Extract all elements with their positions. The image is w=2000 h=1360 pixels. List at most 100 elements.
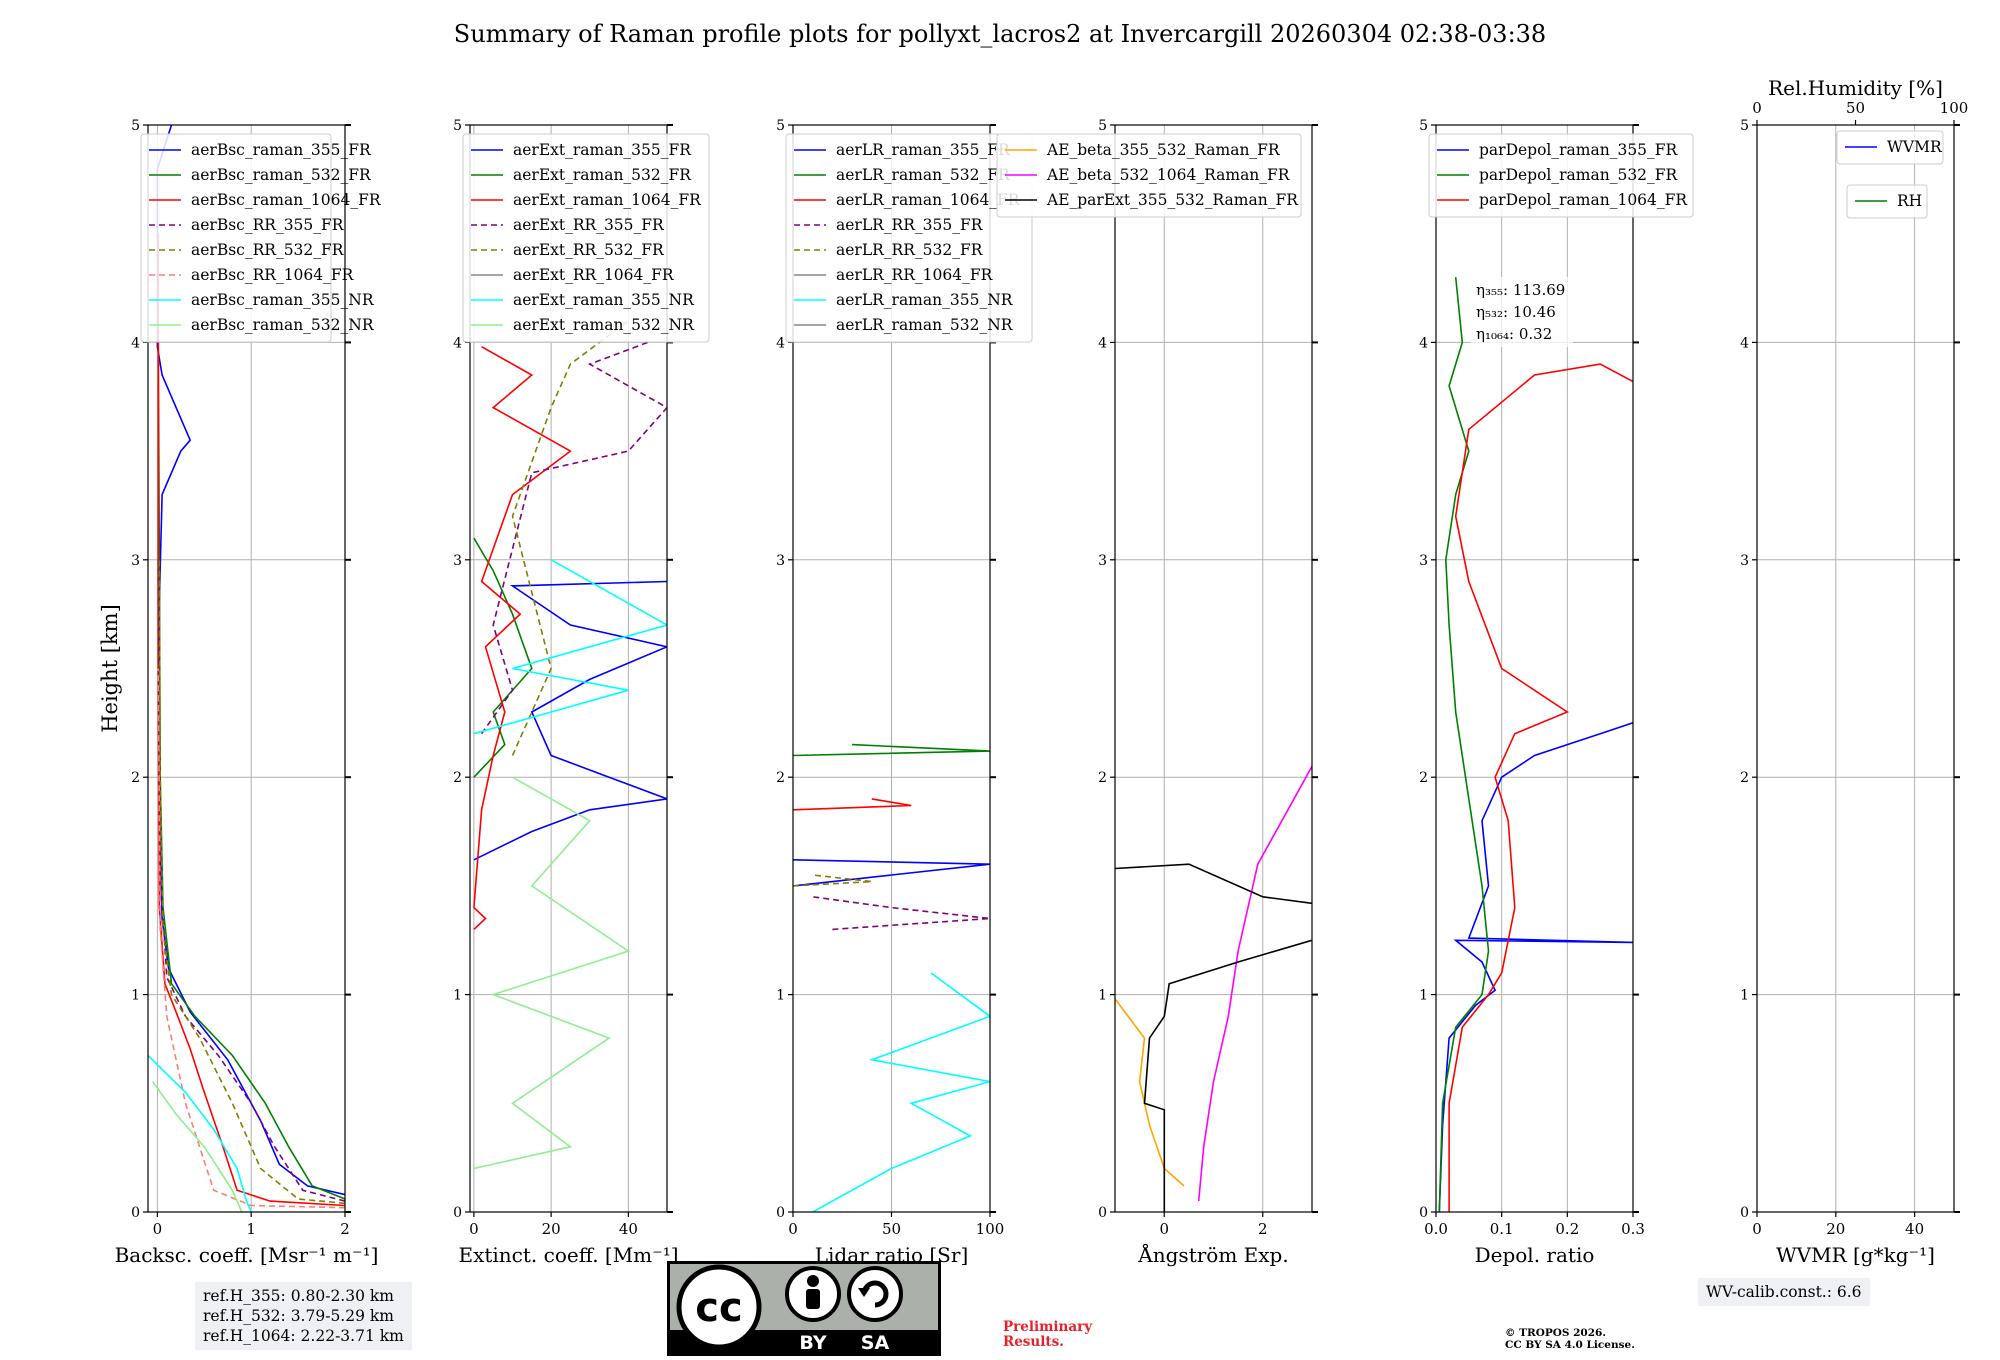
series-aerLR_raman_1064_FR (793, 798, 912, 811)
series-parDepol_raman_1064_FR (1448, 363, 1633, 1212)
x-tick-label: 50 (882, 1220, 901, 1238)
series-group-depol (1438, 277, 1633, 1212)
reference-heights-box: ref.H_355: 0.80-2.30 km ref.H_532: 3.79-… (195, 1282, 412, 1350)
y-tick-label: 2 (453, 770, 462, 786)
legend-label: aerExt_raman_1064_FR (513, 191, 702, 209)
y-tick-label: 1 (453, 988, 462, 1004)
series-aerExt_RR_532_FR (511, 320, 629, 756)
x-tick-label: 20 (542, 1220, 561, 1238)
wv-calibration-text: WV-calib.const.: 6.6 (1706, 1283, 1862, 1301)
top-x-axis-label: Rel.Humidity [%] (1768, 76, 1943, 100)
legend-backscatter: aerBsc_raman_355_FR aerBsc_raman_532_FRae… (140, 133, 382, 343)
y-tick-label: 2 (1419, 770, 1428, 786)
legend-label: aerLR_RR_1064_FR (836, 266, 994, 284)
panel-angstrom: 0 1 2 3 4 5 0 2 Ångström Exp. AE_beta_355_532_Ram… (996, 118, 1318, 1267)
series-aerExt_raman_355_NR (473, 559, 667, 735)
y-tick-label: 1 (1098, 988, 1107, 1004)
series-parDepol_raman_532_FR (1438, 277, 1490, 1212)
svg-text:cc: cc (695, 1285, 742, 1331)
legend-label: aerExt_RR_355_FR (513, 216, 665, 234)
series-parDepol_raman_355_FR (1438, 722, 1633, 1212)
legend-depol: parDepol_raman_355_FR parDepol_raman_532_… (1428, 133, 1694, 218)
x-tick-label: 1 (246, 1220, 256, 1238)
eta-value: η₃₅₅: 113.69 (1476, 281, 1565, 299)
legend-frame (1836, 130, 1944, 165)
legend-label: aerExt_RR_532_FR (513, 241, 665, 259)
x-tick-label: 0.2 (1555, 1220, 1579, 1238)
y-tick-label: 5 (453, 118, 462, 134)
copyright-line-1: © TROPOS 2026. (1505, 1327, 1607, 1339)
x-tick-label: 0 (788, 1220, 798, 1238)
y-tick-label: 4 (1740, 335, 1749, 351)
y-tick-label: 5 (131, 118, 140, 134)
y-tick-label: 3 (131, 553, 140, 569)
legend-label: parDepol_raman_532_FR (1479, 166, 1679, 184)
series-AE_beta_532_1064_Raman_FR (1197, 765, 1312, 1202)
svg-text:BY: BY (799, 1332, 826, 1354)
y-tick-label: 5 (776, 118, 785, 134)
x-tick-label: 0.3 (1621, 1220, 1645, 1238)
legend-label: aerLR_RR_355_FR (836, 216, 984, 234)
y-tick-label: 4 (1419, 335, 1428, 351)
y-tick-label: 5 (1740, 118, 1749, 134)
legend-label: aerBsc_RR_1064_FR (191, 266, 355, 284)
legend-label: aerBsc_raman_1064_FR (191, 191, 382, 209)
y-tick-label: 1 (1419, 988, 1428, 1004)
share-alike-icon (847, 1266, 903, 1322)
copyright-note: © TROPOS 2026. CC BY SA 4.0 License. (1505, 1327, 1635, 1351)
x-tick-label: 40 (619, 1220, 638, 1238)
y-tick-label: 5 (1098, 118, 1107, 134)
y-tick-label: 3 (1419, 553, 1428, 569)
legend-frame (140, 133, 332, 343)
legend-label: aerLR_raman_532_FR (836, 166, 1011, 184)
axes-frame (1435, 124, 1634, 1213)
y-axis-label: Height [km] (98, 604, 122, 733)
y-tick-label: 4 (131, 335, 140, 351)
panel-extinction: 0 1 2 3 4 5 0 20 40 Extinct. coeff. [Mm⁻¹] aerExt_… (453, 118, 710, 1267)
y-tick-label: 4 (776, 335, 785, 351)
ref-height-532: ref.H_532: 3.79-5.29 km (203, 1307, 394, 1325)
cc-logo-icon (676, 1264, 762, 1350)
y-tick-label: 0 (1098, 1205, 1107, 1221)
y-tick-label: 3 (776, 553, 785, 569)
top-x-tick-label: 100 (1940, 99, 1969, 117)
legend-wvmr: WVMR (1836, 130, 1944, 165)
eta-value: η₅₃₂: 10.46 (1476, 303, 1556, 321)
legend-label: aerBsc_RR_532_FR (191, 241, 345, 259)
x-tick-label: 0 (153, 1220, 163, 1238)
series-aerExt_RR_355_FR (480, 341, 667, 735)
legend-angstrom: AE_beta_355_532_Raman_FR AE_beta_532_1064… (996, 133, 1302, 218)
legend-lidar_ratio: aerLR_raman_355_FR aerLR_raman_532_FR aerL… (785, 133, 1033, 343)
ref-height-1064: ref.H_1064: 2.22-3.71 km (203, 1327, 404, 1345)
wv-calibration-box: WV-calib.const.: 6.6 (1698, 1278, 1870, 1306)
series-group-backscatter (148, 125, 345, 1212)
y-tick-label: 2 (131, 770, 140, 786)
figure-title: Summary of Raman profile plots for polly… (453, 20, 1547, 48)
legend-label: WVMR (1887, 138, 1943, 156)
annotation-frame (1471, 277, 1573, 347)
series-aerExt_raman_1064_FR (473, 346, 572, 930)
series-aerBsc_RR_532_FR (158, 559, 345, 1205)
x-axis-label: Ångström Exp. (1137, 1242, 1288, 1267)
legend-frame (1428, 133, 1694, 218)
legend-label: aerExt_raman_532_FR (513, 166, 692, 184)
y-tick-label: 4 (453, 335, 462, 351)
legend-extinction: aerExt_raman_355_FR aerExt_raman_532_FRae… (462, 133, 710, 343)
series-AE_beta_355_532_Raman_FR (1115, 998, 1185, 1187)
legend-frame (785, 133, 1033, 343)
legend-label: AE_beta_532_1064_Raman_FR (1046, 166, 1291, 184)
series-aerBsc_RR_355_FR (157, 559, 345, 1202)
y-tick-label: 2 (776, 770, 785, 786)
axes-frame (147, 124, 346, 1213)
x-axis-label: WVMR [g*kg⁻¹] (1776, 1243, 1935, 1267)
x-tick-label: 2 (340, 1220, 350, 1238)
series-group-extinction (473, 320, 667, 1170)
x-tick-label: 100 (976, 1220, 1005, 1238)
y-tick-label: 5 (1419, 118, 1428, 134)
y-tick-label: 1 (1740, 988, 1749, 1004)
legend-label: parDepol_raman_1064_FR (1479, 191, 1688, 209)
series-aerBsc_RR_1064_FR (157, 668, 345, 1209)
series-aerExt_raman_355_FR (473, 580, 667, 861)
legend-label: aerBsc_raman_355_NR (191, 291, 375, 309)
